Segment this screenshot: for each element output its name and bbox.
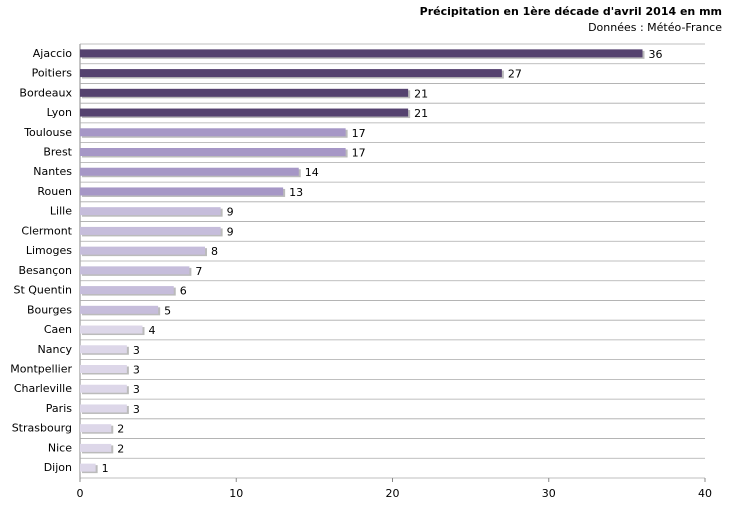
bar — [80, 424, 112, 433]
value-label: 2 — [117, 442, 124, 455]
y-tick-label: Lyon — [47, 106, 72, 119]
value-label: 17 — [352, 127, 366, 140]
bar — [80, 286, 174, 295]
value-label: 3 — [133, 383, 140, 396]
bar — [80, 345, 127, 354]
bar — [80, 226, 221, 235]
bar — [80, 365, 127, 373]
value-label: 9 — [227, 206, 234, 219]
value-label: 4 — [149, 324, 156, 337]
x-tick-label: 30 — [542, 487, 556, 500]
x-tick-label: 20 — [386, 487, 400, 500]
bar — [80, 246, 205, 255]
value-label: 9 — [227, 225, 234, 238]
y-tick-label: Charleville — [14, 382, 72, 395]
y-tick-label: Limoges — [26, 244, 72, 257]
value-label: 27 — [508, 68, 522, 81]
y-tick-label: Dijon — [44, 461, 72, 474]
bar — [80, 404, 127, 413]
y-tick-label: Strasbourg — [12, 422, 72, 435]
y-tick-label: Poitiers — [32, 67, 73, 80]
y-tick-label: Clermont — [21, 224, 72, 237]
value-label: 21 — [414, 107, 428, 120]
value-label: 17 — [352, 147, 366, 160]
y-tick-label: Ajaccio — [33, 47, 72, 60]
bar — [80, 266, 190, 275]
y-tick-label: Toulouse — [23, 126, 72, 139]
y-tick-label: Nancy — [38, 343, 73, 356]
value-label: 21 — [414, 87, 428, 100]
y-tick-label: Caen — [44, 323, 72, 336]
y-tick-label: Nantes — [33, 165, 72, 178]
bar — [80, 443, 112, 452]
value-label: 5 — [164, 304, 171, 317]
y-tick-label: Rouen — [37, 185, 72, 198]
chart-title: Précipitation en 1ère décade d'avril 201… — [420, 5, 722, 18]
bar — [80, 463, 96, 472]
value-label: 1 — [102, 462, 109, 475]
y-tick-label: Bordeaux — [19, 86, 72, 99]
bar — [80, 88, 409, 97]
bar — [80, 325, 143, 334]
value-label: 13 — [289, 186, 303, 199]
bar — [80, 187, 284, 196]
bar — [80, 108, 409, 117]
y-tick-label: Montpellier — [10, 363, 72, 376]
bar — [80, 207, 221, 216]
y-tick-label: Paris — [46, 402, 72, 415]
y-tick-label: Brest — [43, 146, 72, 159]
value-label: 6 — [180, 285, 187, 298]
bar — [80, 69, 502, 78]
bar — [80, 305, 159, 314]
bar — [80, 128, 346, 137]
y-tick-label: Nice — [48, 441, 72, 454]
bar — [80, 49, 643, 58]
chart-subtitle: Données : Météo-France — [588, 21, 722, 34]
value-label: 3 — [133, 403, 140, 416]
value-label: 3 — [133, 364, 140, 377]
y-tick-label: Besançon — [18, 264, 72, 277]
x-tick-label: 0 — [77, 487, 84, 500]
x-tick-label: 40 — [698, 487, 712, 500]
value-label: 14 — [305, 166, 319, 179]
value-label: 36 — [649, 48, 663, 61]
value-label: 2 — [117, 423, 124, 436]
y-tick-label: Lille — [50, 205, 72, 218]
value-label: 7 — [195, 265, 202, 278]
y-tick-label: Bourges — [27, 303, 72, 316]
value-label: 8 — [211, 245, 218, 258]
bar — [80, 148, 346, 156]
value-label: 3 — [133, 344, 140, 357]
x-tick-label: 10 — [229, 487, 243, 500]
bar — [80, 384, 127, 393]
bar — [80, 167, 299, 176]
y-tick-label: St Quentin — [13, 284, 72, 297]
